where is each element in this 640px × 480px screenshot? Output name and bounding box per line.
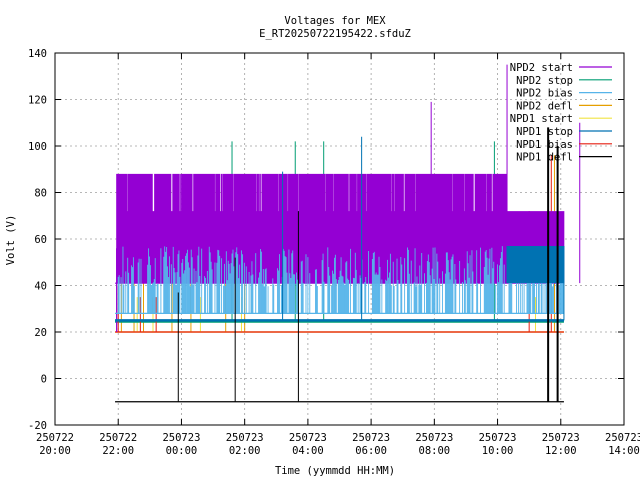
x-axis-label: Time (yymmdd HH:MM) [275,465,395,477]
x-tick-date: 250723 [289,432,327,444]
x-tick-time: 14:00 [608,445,640,457]
legend-label: NPD2 start [510,62,573,74]
x-tick-time: 00:00 [166,445,198,457]
series-npd1-stop [115,136,565,322]
x-tick-time: 02:00 [229,445,261,457]
y-axis-label: Volt (V) [5,215,17,266]
x-tick-time: 12:00 [545,445,577,457]
y-tick-label: 80 [34,188,47,200]
x-tick-time: 08:00 [419,445,451,457]
series-lines [115,64,581,403]
x-tick-date: 250722 [99,432,137,444]
x-tick-date: 250723 [605,432,640,444]
legend-label: NPD2 stop [516,75,573,87]
series-npd2-bias [115,246,564,314]
series-band [506,245,565,284]
x-tick-date: 250723 [415,432,453,444]
legend-label: NPD1 start [510,113,573,125]
y-tick-label: 140 [28,48,47,60]
chart-subtitle: E_RT20250722195422.sfduZ [259,28,411,40]
x-tick-time: 10:00 [482,445,514,457]
series-npd1-defl [115,127,564,403]
legend-label: NPD1 defl [516,152,573,164]
legend-label: NPD1 stop [516,126,573,138]
chart-title: Voltages for MEX [284,15,386,27]
axis-ticks: -2002040608010012014025072220:0025072222… [28,48,640,457]
x-tick-time: 04:00 [292,445,324,457]
x-tick-date: 250722 [36,432,74,444]
x-tick-time: 06:00 [355,445,387,457]
legend-label: NPD2 bias [516,88,573,100]
y-tick-label: 40 [34,281,47,293]
y-tick-label: 0 [41,374,47,386]
x-tick-date: 250723 [479,432,517,444]
y-tick-label: 100 [28,141,47,153]
x-tick-date: 250723 [162,432,200,444]
y-tick-label: 60 [34,234,47,246]
x-tick-date: 250723 [352,432,390,444]
series-band [116,173,565,284]
y-tick-label: -20 [28,420,47,432]
y-tick-label: 120 [28,95,47,107]
legend-label: NPD2 defl [516,100,573,112]
series-band [117,246,564,314]
x-tick-date: 250723 [542,432,580,444]
x-tick-time: 20:00 [39,445,71,457]
x-tick-date: 250723 [226,432,264,444]
y-tick-label: 20 [34,327,47,339]
x-tick-time: 22:00 [102,445,134,457]
legend-label: NPD1 bias [516,139,573,151]
